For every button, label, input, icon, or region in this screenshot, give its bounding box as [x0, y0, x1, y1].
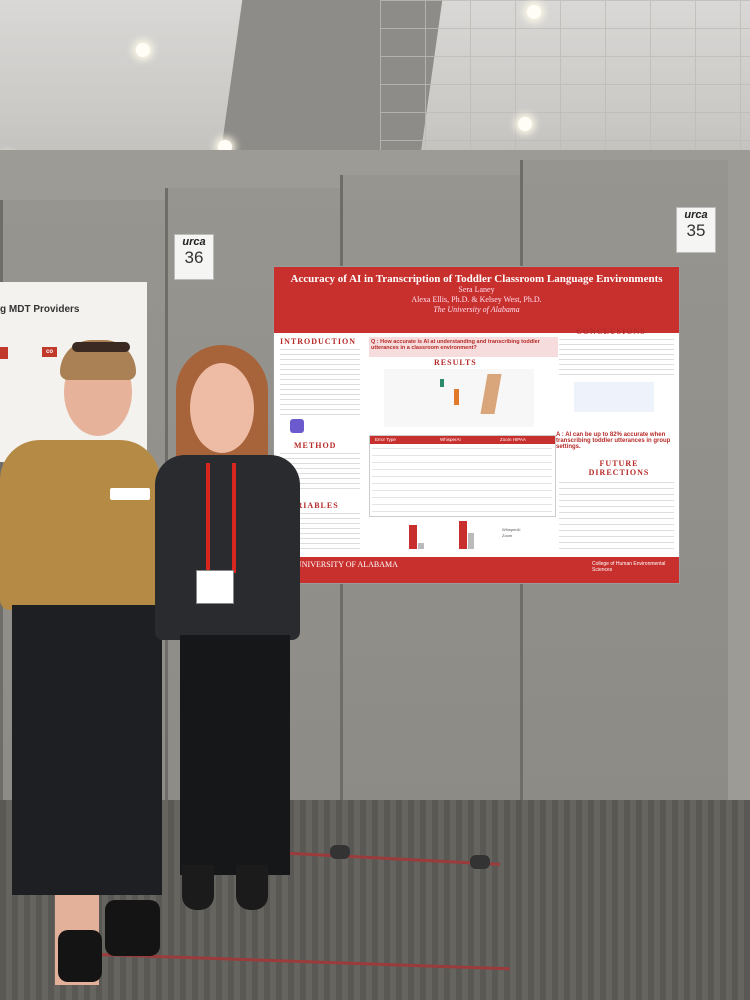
bar-zoom-group: [468, 533, 474, 549]
boxplot: [454, 389, 459, 405]
bar-whisper-group: [459, 521, 467, 549]
legend-whisper: WhisperAI: [502, 527, 521, 532]
logos-graphic: [574, 382, 654, 412]
sign-brand: urca: [684, 209, 708, 221]
research-question: Q : How accurate is AI at understanding …: [369, 337, 558, 357]
error-table-header: Error Type WhisperAI Zoom HIPAA: [370, 436, 555, 444]
th-whisper: WhisperAI: [440, 437, 461, 442]
footer-university: UNIVERSITY OF ALABAMA: [296, 560, 398, 569]
legend-zoom: Zoom: [502, 533, 513, 538]
results-figure: [384, 369, 534, 427]
th-error-type: Error Type: [375, 437, 396, 442]
shoe: [236, 865, 268, 910]
shoe: [105, 900, 160, 956]
future-text: [559, 482, 674, 552]
conclusions-text: [559, 339, 674, 379]
ceiling-tiles: [380, 0, 750, 170]
bar-zoom-individual: [418, 543, 424, 549]
name-badge: [110, 488, 150, 500]
bar-chart: WhisperAI Zoom: [384, 517, 554, 553]
ceiling-light: [136, 43, 150, 57]
research-answer: A : AI can be up to 82% accurate when tr…: [556, 432, 671, 450]
variables-heading: VARIABLES: [284, 501, 339, 510]
results-heading: RESULTS: [434, 358, 477, 367]
lanyard: [232, 463, 236, 573]
ceiling-light: [518, 117, 532, 131]
error-table: Error Type WhisperAI Zoom HIPAA: [369, 435, 556, 517]
intro-heading: INTRODUCTION: [280, 337, 357, 346]
sign-number: 35: [686, 221, 706, 240]
hand-graphic: [480, 374, 502, 414]
g-logo-icon: [290, 419, 304, 433]
badge: [196, 570, 234, 604]
sunglasses: [72, 342, 130, 352]
bar-whisper-individual: [409, 525, 417, 549]
tan-top: [0, 440, 160, 610]
table-rows: [372, 448, 552, 512]
poster-footer: UNIVERSITY OF ALABAMA College of Human E…: [274, 557, 679, 583]
face: [190, 363, 254, 453]
neighbor-poster-label: co: [42, 347, 58, 357]
black-pants: [12, 605, 162, 895]
method-heading: METHOD: [294, 441, 337, 450]
booth-sign-36: urca 36: [174, 234, 214, 280]
poster-title: Accuracy of AI in Transcription of Toddl…: [290, 273, 663, 285]
ceiling-light: [527, 5, 541, 19]
research-poster: Accuracy of AI in Transcription of Toddl…: [273, 266, 680, 584]
future-heading: FUTURE DIRECTIONS: [588, 459, 650, 477]
person-left: [0, 340, 170, 990]
shoe: [58, 930, 102, 982]
poster-author: Sera Laney: [458, 285, 495, 294]
person-right: [150, 345, 310, 945]
neighbor-poster-marker: [0, 347, 8, 359]
poster-coauthors: Alexa Ellis, Ph.D. & Kelsey West, Ph.D.: [411, 295, 542, 304]
conclusions-heading: CONCLUSIONS: [576, 327, 646, 336]
poster-university: The University of Alabama: [433, 305, 520, 314]
boxplot: [440, 379, 444, 387]
shoe: [182, 865, 214, 910]
black-pants: [180, 635, 290, 875]
stand-wheel: [330, 845, 350, 859]
lanyard: [206, 463, 210, 573]
intro-text: [280, 349, 360, 419]
booth-sign-35: urca 35: [676, 207, 716, 253]
footer-college: College of Human Environmental Sciences: [592, 561, 666, 573]
neighbor-poster-title: g MDT Providers: [0, 304, 80, 315]
polka-dot-top: [155, 455, 300, 640]
poster-header: Accuracy of AI in Transcription of Toddl…: [274, 267, 679, 333]
stand-wheel: [470, 855, 490, 869]
sign-number: 36: [184, 248, 204, 267]
sign-brand: urca: [182, 236, 206, 248]
th-zoom: Zoom HIPAA: [500, 437, 526, 442]
